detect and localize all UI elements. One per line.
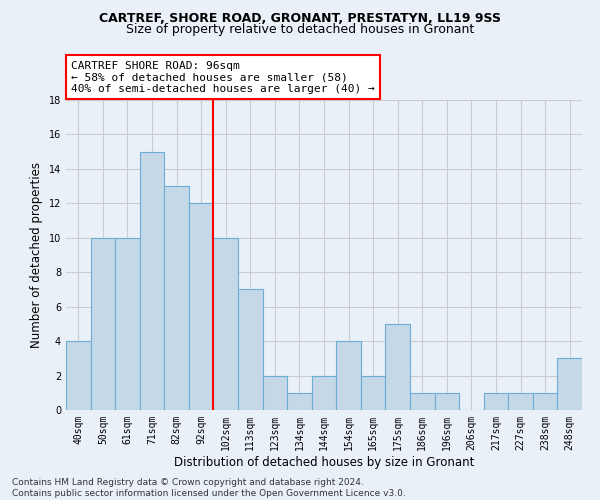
X-axis label: Distribution of detached houses by size in Gronant: Distribution of detached houses by size …	[174, 456, 474, 468]
Bar	[263, 376, 287, 410]
Bar	[533, 393, 557, 410]
Text: Size of property relative to detached houses in Gronant: Size of property relative to detached ho…	[126, 22, 474, 36]
Bar	[140, 152, 164, 410]
Bar	[508, 393, 533, 410]
Bar	[361, 376, 385, 410]
Text: Contains HM Land Registry data © Crown copyright and database right 2024.
Contai: Contains HM Land Registry data © Crown c…	[12, 478, 406, 498]
Bar	[214, 238, 238, 410]
Bar	[66, 341, 91, 410]
Bar	[91, 238, 115, 410]
Bar	[312, 376, 336, 410]
Text: CARTREF SHORE ROAD: 96sqm
← 58% of detached houses are smaller (58)
40% of semi-: CARTREF SHORE ROAD: 96sqm ← 58% of detac…	[71, 60, 375, 94]
Bar	[434, 393, 459, 410]
Bar	[336, 341, 361, 410]
Bar	[410, 393, 434, 410]
Bar	[164, 186, 189, 410]
Bar	[557, 358, 582, 410]
Text: CARTREF, SHORE ROAD, GRONANT, PRESTATYN, LL19 9SS: CARTREF, SHORE ROAD, GRONANT, PRESTATYN,…	[99, 12, 501, 26]
Bar	[287, 393, 312, 410]
Bar	[484, 393, 508, 410]
Bar	[238, 290, 263, 410]
Y-axis label: Number of detached properties: Number of detached properties	[30, 162, 43, 348]
Bar	[115, 238, 140, 410]
Bar	[189, 204, 214, 410]
Bar	[385, 324, 410, 410]
